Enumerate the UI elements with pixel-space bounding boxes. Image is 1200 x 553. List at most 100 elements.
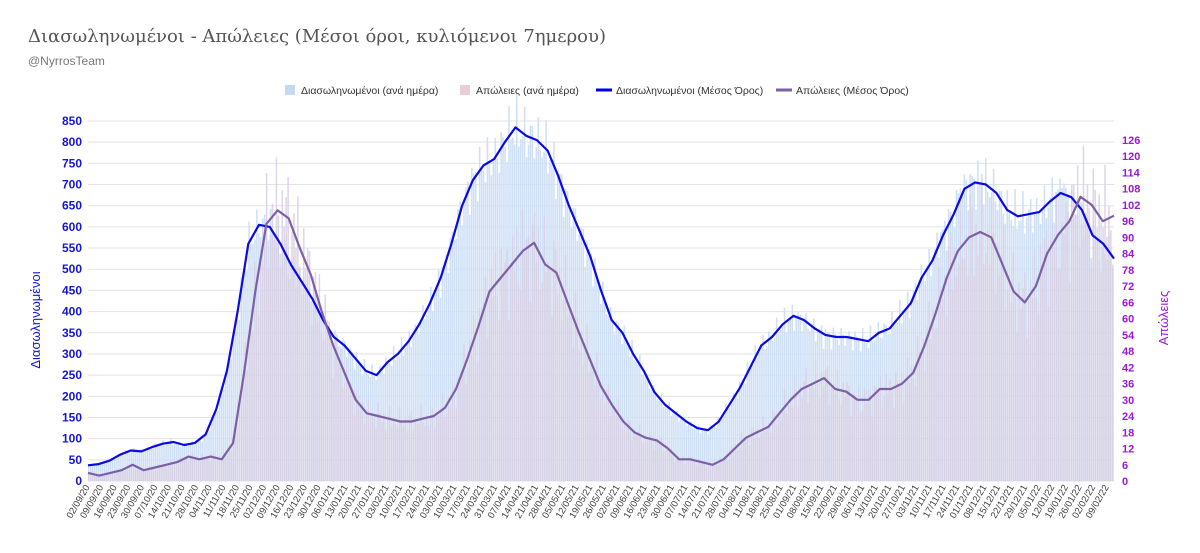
deaths-daily-bar — [236, 429, 239, 481]
deaths-daily-bar — [99, 474, 102, 481]
intubated-daily-bar — [148, 447, 151, 481]
deaths-daily-bar — [906, 358, 909, 481]
intubated-daily-bar — [95, 463, 98, 481]
left-tick-label: 400 — [62, 305, 82, 319]
deaths-daily-bar — [707, 463, 710, 481]
deaths-daily-bar — [744, 438, 747, 481]
intubated-daily-bar — [101, 464, 104, 481]
deaths-daily-bar — [340, 348, 342, 481]
deaths-daily-bar — [834, 392, 837, 481]
deaths-daily-bar — [1008, 274, 1011, 481]
intubated-daily-bar — [723, 415, 725, 481]
deaths-daily-bar — [297, 196, 299, 482]
deaths-daily-bar — [658, 442, 661, 481]
chart-title: Διασωληνωμένοι - Απώλειες (Μέσοι όροι, κ… — [28, 26, 606, 47]
deaths-daily-bar — [699, 461, 702, 481]
deaths-daily-bar — [713, 461, 715, 481]
intubated-daily-bar — [760, 344, 762, 481]
deaths-daily-bar — [822, 386, 825, 481]
deaths-daily-bar — [471, 354, 473, 481]
deaths-daily-bar — [945, 315, 948, 481]
deaths-daily-bar — [1012, 252, 1014, 481]
left-tick-label: 350 — [62, 326, 82, 340]
intubated-daily-bar — [893, 325, 895, 481]
deaths-daily-bar — [314, 271, 317, 481]
deaths-daily-bar — [185, 456, 188, 481]
deaths-daily-bar — [1020, 308, 1022, 481]
deaths-daily-bar — [412, 430, 414, 481]
deaths-daily-bar — [455, 408, 457, 481]
deaths-daily-bar — [955, 276, 958, 481]
deaths-daily-bar — [504, 262, 506, 481]
deaths-daily-bar — [900, 373, 903, 481]
intubated-daily-bar — [779, 329, 782, 481]
intubated-daily-bar — [721, 417, 723, 481]
deaths-daily-bar — [588, 372, 590, 481]
deaths-daily-bar — [592, 371, 594, 481]
deaths-daily-bar — [234, 425, 237, 481]
deaths-daily-bar — [478, 307, 481, 481]
intubated-daily-bar — [687, 421, 690, 481]
deaths-daily-bar — [285, 197, 287, 481]
deaths-daily-bar — [762, 416, 764, 481]
deaths-daily-bar — [111, 471, 114, 481]
deaths-daily-bar — [916, 336, 919, 481]
deaths-daily-bar — [203, 458, 205, 481]
legend-label: Διασωληνωμένοι (ανά ημέρα) — [301, 85, 438, 97]
deaths-daily-bar — [293, 213, 295, 481]
deaths-daily-bar — [428, 425, 430, 481]
deaths-daily-bar — [93, 474, 96, 481]
intubated-daily-bar — [455, 238, 457, 481]
deaths-daily-bar — [770, 432, 772, 481]
intubated-daily-bar — [631, 339, 633, 481]
deaths-daily-bar — [422, 422, 424, 481]
deaths-daily-bar — [838, 398, 841, 481]
deaths-daily-bar — [818, 397, 821, 481]
intubated-daily-bar — [787, 320, 790, 481]
deaths-daily-bar — [138, 466, 141, 481]
intubated-daily-bar — [465, 187, 467, 482]
deaths-daily-bar — [963, 259, 966, 481]
right-tick-label: 54 — [1122, 330, 1135, 342]
intubated-daily-bar — [154, 443, 157, 481]
deaths-daily-bar — [273, 233, 276, 481]
deaths-daily-bar — [805, 367, 807, 481]
deaths-daily-bar — [474, 334, 477, 481]
deaths-daily-bar — [467, 367, 469, 481]
deaths-daily-bar — [416, 423, 418, 481]
deaths-daily-bar — [809, 387, 811, 481]
intubated-daily-bar — [689, 421, 692, 481]
deaths-daily-bar — [1096, 227, 1098, 481]
deaths-daily-bar — [164, 463, 166, 481]
intubated-daily-bar — [220, 389, 223, 481]
deaths-daily-bar — [768, 425, 770, 481]
deaths-daily-bar — [568, 307, 571, 481]
left-tick-label: 250 — [62, 368, 82, 382]
deaths-daily-bar — [492, 296, 495, 481]
deaths-daily-bar — [967, 275, 969, 481]
deaths-daily-bar — [848, 386, 850, 481]
deaths-daily-bar — [517, 283, 520, 481]
deaths-daily-bar — [281, 190, 284, 481]
deaths-daily-bar — [543, 215, 545, 481]
right-tick-label: 36 — [1122, 379, 1134, 391]
deaths-daily-bar — [949, 232, 952, 481]
legend-label: Διασωληνωμένοι (Μέσος Όρος) — [616, 85, 763, 97]
deaths-daily-bar — [873, 385, 876, 481]
deaths-daily-bar — [304, 267, 307, 481]
intubated-daily-bar — [672, 411, 674, 481]
deaths-daily-bar — [1076, 165, 1079, 481]
deaths-daily-bar — [654, 438, 657, 481]
deaths-daily-bar — [732, 451, 735, 481]
deaths-daily-bar — [349, 381, 352, 481]
intubated-daily-bar — [105, 461, 108, 481]
intubated-daily-bar — [109, 460, 112, 481]
deaths-daily-bar — [431, 407, 434, 481]
deaths-daily-bar — [472, 314, 475, 481]
intubated-daily-bar — [474, 171, 477, 482]
deaths-daily-bar — [875, 386, 878, 481]
deaths-daily-bar — [388, 405, 391, 481]
deaths-daily-bar — [742, 440, 745, 481]
intubated-daily-bar — [406, 342, 409, 481]
intubated-daily-bar — [424, 319, 426, 481]
